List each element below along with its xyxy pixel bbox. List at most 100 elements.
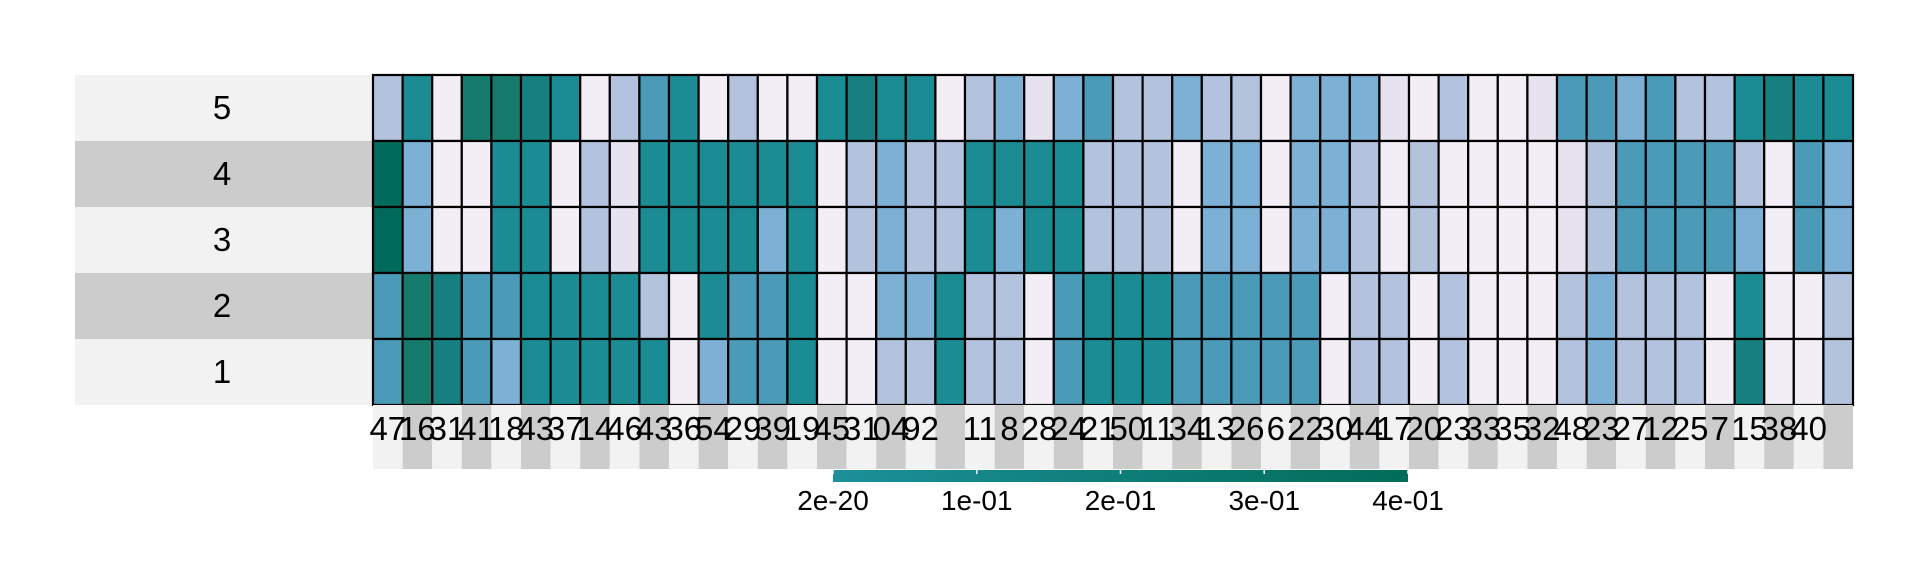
column-label-band (698, 405, 729, 469)
heatmap-cell (1763, 271, 1795, 341)
column-label: 20 (1405, 410, 1442, 447)
column-label-band (461, 405, 492, 469)
heatmap-cell (667, 205, 700, 275)
heatmap-cell (1378, 205, 1411, 275)
heatmap-cell (1259, 271, 1292, 341)
heatmap-cell (1052, 139, 1085, 209)
heatmap-cell (1319, 271, 1351, 341)
heatmap-cell (815, 271, 848, 341)
column-label-band (1231, 405, 1261, 469)
heatmap-cell (1792, 73, 1825, 143)
heatmap-cell (1733, 73, 1766, 143)
heatmap-cell (1407, 205, 1440, 275)
column-label: 11 (963, 410, 997, 447)
heatmap-cell (460, 205, 493, 275)
heatmap-cell (934, 337, 967, 407)
heatmap-cell (1171, 271, 1203, 341)
heatmap-cell (934, 73, 967, 143)
column-label-band (1527, 405, 1557, 469)
heatmap-cell (1703, 205, 1736, 275)
heatmap-cell (845, 271, 878, 341)
heatmap-cell (1467, 337, 1499, 407)
heatmap-cell (1674, 205, 1707, 275)
heatmap-cell (1703, 73, 1736, 143)
column-label: 45 (813, 410, 850, 447)
heatmap-cell (1822, 205, 1855, 275)
heatmap-cell (1526, 205, 1559, 275)
colorbar-legend: 2e-20 1e-01 2e-01 3e-01 4e-01 (797, 470, 1444, 516)
column-label: 26 (1228, 410, 1265, 447)
heatmap-cell (756, 337, 789, 407)
column-label: 7 (1711, 410, 1729, 447)
heatmap-cell (1111, 337, 1144, 407)
column-label-band (1172, 405, 1202, 469)
heatmap-cell (1378, 337, 1411, 407)
heatmap-cell (1437, 205, 1470, 275)
heatmap-cell (1259, 337, 1292, 407)
heatmap-cell (1407, 337, 1440, 407)
heatmap-cell (1437, 73, 1470, 143)
heatmap-cell (1674, 73, 1707, 143)
column-label-band (965, 405, 995, 469)
heatmap-cell (727, 205, 759, 275)
column-label: 30 (1317, 410, 1354, 447)
heatmap-cell (667, 73, 700, 143)
heatmap-cell (904, 271, 937, 341)
heatmap-cell (490, 337, 523, 407)
column-label: 31 (429, 410, 466, 447)
column-label-band (728, 405, 758, 469)
heatmap-cell (1792, 271, 1825, 341)
heatmap-cell (815, 73, 848, 143)
heatmap-cell (1200, 73, 1233, 143)
heatmap-cell (1259, 73, 1292, 143)
row-label-band (75, 75, 373, 141)
heatmap-cell (1822, 337, 1855, 407)
column-label: 13 (1198, 410, 1235, 447)
heatmap-cell (1703, 271, 1736, 341)
heatmap-cell (1733, 205, 1766, 275)
heatmap-cell (608, 271, 641, 341)
row-label-band (75, 273, 373, 339)
heatmap-cell (549, 73, 582, 143)
heatmap-cell (1230, 139, 1263, 209)
heatmap-cell (1467, 271, 1499, 341)
heatmap-cell (401, 337, 434, 407)
heatmap-cell (371, 139, 404, 209)
column-label-band (1290, 405, 1321, 469)
heatmap-cell (460, 73, 493, 143)
column-label-band (1497, 405, 1528, 469)
heatmap-cell (1763, 205, 1795, 275)
heatmap-cell (756, 205, 789, 275)
heatmap-cell (1644, 73, 1677, 143)
column-label: 36 (665, 410, 702, 447)
column-label: 11 (1140, 410, 1174, 447)
column-label-band (1024, 405, 1054, 469)
heatmap-cell (1615, 73, 1647, 143)
heatmap-cell (904, 139, 937, 209)
heatmap-cell (1348, 337, 1381, 407)
heatmap-cell (697, 337, 730, 407)
heatmap-cell (786, 139, 819, 209)
heatmap-cell (1496, 337, 1529, 407)
heatmap-cell (1763, 139, 1795, 209)
heatmap-cell (1052, 271, 1085, 341)
heatmap-cell (875, 139, 907, 209)
column-label: 47 (369, 410, 406, 447)
column-label: 21 (1080, 410, 1117, 447)
column-label: 33 (1465, 410, 1502, 447)
heatmap-cell (756, 271, 789, 341)
heatmap-cell (1289, 337, 1322, 407)
heatmap-cell (1763, 337, 1795, 407)
column-label: 46 (606, 410, 643, 447)
heatmap-cell (875, 271, 907, 341)
heatmap-cell (1082, 139, 1115, 209)
heatmap-cell (1555, 337, 1588, 407)
heatmap-cell (431, 139, 463, 209)
column-label-band (1705, 405, 1735, 469)
column-label: 8 (1000, 410, 1018, 447)
heatmap-cell (1674, 271, 1707, 341)
heatmap-cell (993, 271, 1026, 341)
heatmap-cell (727, 139, 759, 209)
heatmap-cell (1259, 205, 1292, 275)
column-label: 40 (1790, 410, 1827, 447)
